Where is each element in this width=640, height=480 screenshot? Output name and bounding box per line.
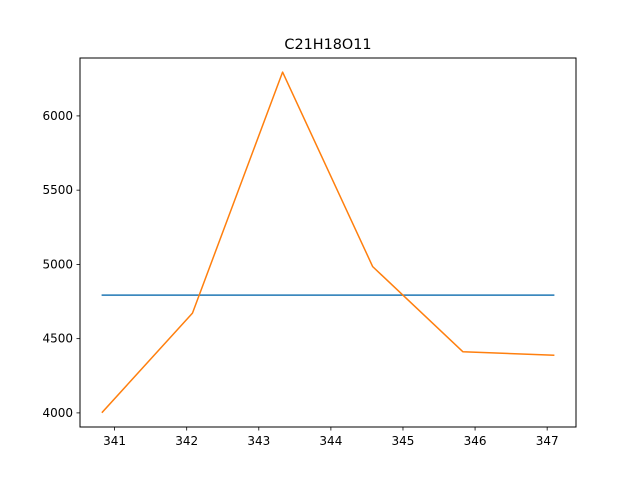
chart-title: C21H18O11 xyxy=(284,37,371,53)
y-axis: 4000 4500 5000 5500 6000 xyxy=(42,109,80,420)
x-tick-label: 342 xyxy=(175,434,198,448)
y-tick-label: 4000 xyxy=(42,406,73,420)
x-tick-label: 345 xyxy=(392,434,415,448)
y-tick-label: 6000 xyxy=(42,109,73,123)
x-tick-label: 341 xyxy=(103,434,126,448)
x-tick-label: 343 xyxy=(247,434,270,448)
y-tick-label: 5000 xyxy=(42,257,73,271)
plot-frame xyxy=(79,57,577,428)
y-tick-label: 5500 xyxy=(42,183,73,197)
y-tick-label: 4500 xyxy=(42,332,73,346)
x-tick-label: 347 xyxy=(536,434,559,448)
x-tick-label: 344 xyxy=(319,434,342,448)
series-line-2 xyxy=(101,71,555,414)
x-tick-label: 346 xyxy=(464,434,487,448)
series-layer xyxy=(101,71,555,414)
x-axis: 341 342 343 344 345 346 347 xyxy=(103,427,559,448)
